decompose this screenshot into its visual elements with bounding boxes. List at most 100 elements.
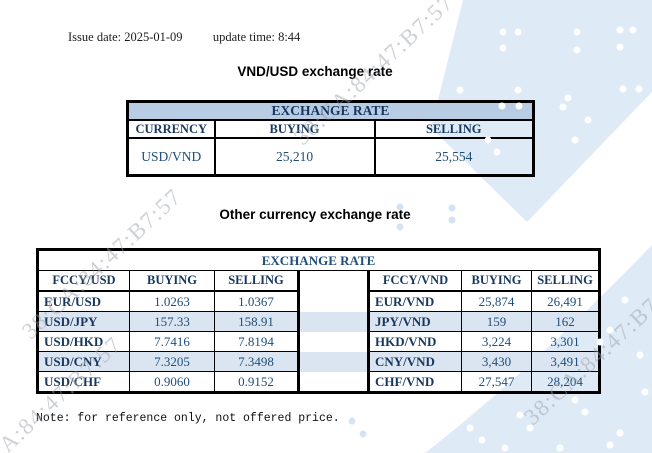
issue-date-label: Issue date: [68, 30, 122, 44]
table-band-label: EXCHANGE RATE [126, 100, 535, 121]
decorative-dot [641, 388, 649, 396]
decorative-dot [499, 28, 507, 36]
decorative-dot [636, 351, 644, 359]
decorative-dot [581, 408, 589, 416]
decorative-dot [635, 85, 643, 93]
column-header: FCCY/VND [368, 270, 462, 292]
table-row: USD/VND 25,210 25,554 [126, 137, 535, 177]
column-header: BUYING [213, 119, 376, 139]
column-header: BUYING [129, 270, 215, 292]
buying-rate-cell: 3,430 [461, 351, 532, 372]
decorative-dot [584, 116, 592, 124]
decorative-dot [616, 43, 624, 51]
buying-rate-cell: 7.3205 [129, 351, 215, 372]
decorative-dot [564, 94, 572, 102]
buying-rate-cell: 27,547 [461, 371, 532, 393]
issue-update-line: Issue date: 2025-01-09 update time: 8:44 [68, 30, 300, 45]
currency-pair-cell: USD/JPY [37, 311, 130, 332]
other-currency-rate-table: EXCHANGE RATE FCCY/USD BUYING SELLING FC… [36, 248, 602, 394]
decorative-dot [499, 44, 507, 52]
decorative-dot [596, 338, 604, 346]
decorative-dot [621, 296, 629, 304]
currency-pair-cell: USD/HKD [37, 331, 130, 352]
column-header: BUYING [461, 270, 532, 292]
decorative-dot [556, 444, 564, 452]
selling-rate-cell: 25,554 [373, 137, 535, 177]
decorative-dot [359, 430, 367, 438]
selling-rate-cell: 0.9152 [214, 371, 299, 393]
decorative-dot [478, 436, 486, 444]
decorative-dot [606, 326, 614, 334]
buying-rate-cell: 159 [461, 311, 532, 332]
decorative-dot [493, 148, 501, 156]
column-header: SELLING [530, 270, 601, 292]
buying-rate-cell: 3,224 [461, 331, 532, 352]
selling-rate-cell: 158.91 [214, 311, 299, 332]
decorative-dot [616, 26, 624, 34]
decorative-dot [606, 441, 614, 449]
decorative-dot [619, 85, 627, 93]
usd-vnd-rate-table: EXCHANGE RATE CURRENCY BUYING SELLING US… [126, 100, 535, 177]
column-header: CURRENCY [126, 119, 216, 139]
decorative-dot [516, 411, 524, 419]
selling-rate-cell: 26,491 [530, 290, 601, 312]
decorative-dot [514, 86, 522, 94]
decorative-dot [571, 136, 579, 144]
currency-pair-cell: EUR/VND [368, 290, 462, 312]
selling-rate-cell: 7.8194 [214, 331, 299, 352]
spacer-cell [297, 371, 370, 393]
decorative-dot [348, 417, 356, 425]
column-header: SELLING [214, 270, 299, 292]
decorative-dot [616, 429, 624, 437]
buying-rate-cell: 7.7416 [129, 331, 215, 352]
decorative-dot [396, 223, 404, 231]
decorative-dot [573, 46, 581, 54]
table-header-row: CURRENCY BUYING SELLING [126, 119, 535, 139]
spacer-cell [297, 331, 370, 352]
decorative-dot [456, 86, 464, 94]
table-row: USD/JPY 157.33 158.91 JPY/VND 159 162 [37, 311, 601, 332]
spacer-cell [297, 291, 370, 312]
currency-pair-cell: JPY/VND [368, 311, 462, 332]
update-time-value: 8:44 [278, 30, 301, 44]
currency-pair-cell: USD/CNY [37, 351, 130, 372]
issue-date-value: 2025-01-09 [124, 30, 183, 44]
buying-rate-cell: 25,210 [213, 137, 376, 177]
decorative-dot [396, 203, 404, 211]
table-row: USD/CNY 7.3205 7.3498 CNY/VND 3,430 3,49… [37, 351, 601, 372]
decorative-dot [573, 28, 581, 36]
spacer-cell [297, 351, 370, 372]
decorative-dot [629, 26, 637, 34]
decorative-dot [484, 136, 492, 144]
buying-rate-cell: 1.0263 [129, 290, 215, 312]
decorative-dot [559, 103, 567, 111]
selling-rate-cell: 28,204 [530, 371, 601, 393]
currency-pair-cell: USD/CHF [37, 371, 130, 393]
table-band-label: EXCHANGE RATE [36, 249, 601, 271]
table-row: USD/HKD 7.7416 7.8194 HKD/VND 3,224 3,30… [37, 331, 601, 352]
currency-pair-cell: HKD/VND [368, 331, 462, 352]
currency-pair-cell: USD/VND [126, 137, 216, 177]
reference-note: Note: for reference only, not offered pr… [36, 412, 340, 425]
selling-rate-cell: 162 [530, 311, 601, 332]
currency-pair-cell: CNY/VND [368, 351, 462, 372]
decorative-dot [448, 204, 456, 212]
table-band-row: EXCHANGE RATE [126, 100, 535, 121]
update-time-label: update time: [212, 30, 275, 44]
table-header-row: FCCY/USD BUYING SELLING FCCY/VND BUYING … [37, 270, 601, 292]
decorative-dot [498, 102, 506, 110]
decorative-dot [448, 216, 456, 224]
selling-rate-cell: 3,491 [530, 351, 601, 372]
selling-rate-cell: 3,301 [530, 331, 601, 352]
decorative-dot [515, 102, 523, 110]
table-band-row: EXCHANGE RATE [36, 249, 601, 271]
currency-pair-cell: CHF/VND [368, 371, 462, 393]
selling-rate-cell: 7.3498 [214, 351, 299, 372]
decorative-dot [501, 444, 509, 452]
table-row: EUR/USD 1.0263 1.0367 EUR/VND 25,874 26,… [37, 290, 601, 312]
spacer-cell [297, 311, 370, 332]
selling-rate-cell: 1.0367 [214, 290, 299, 312]
usd-table-title: VND/USD exchange rate [237, 64, 393, 79]
other-table-title: Other currency exchange rate [219, 207, 411, 222]
